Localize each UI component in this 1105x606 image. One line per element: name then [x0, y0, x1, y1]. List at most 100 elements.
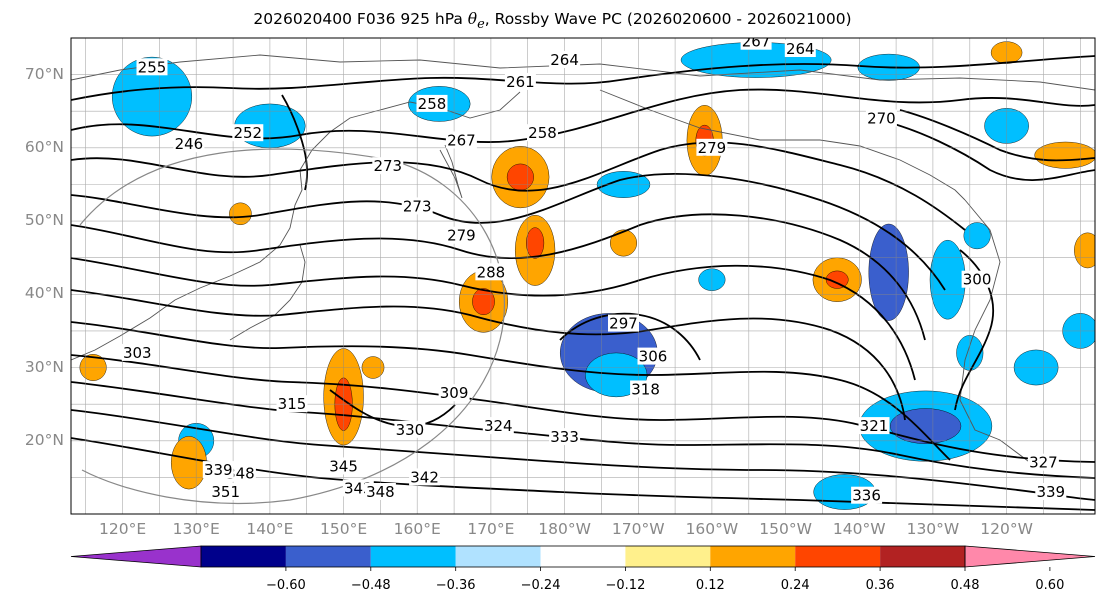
- contour-label-bg-17: [637, 347, 669, 365]
- contour-label-bg-16: [608, 314, 639, 332]
- colorbar-tick-9: 0.60: [1035, 578, 1065, 593]
- contour-label-18: 318: [631, 381, 660, 399]
- colorbar-tick-2: −0.36: [435, 578, 476, 593]
- coastline-japan: [229, 244, 306, 341]
- contour-label-30: 348: [366, 483, 395, 501]
- lon-label-6: 180°W: [538, 520, 591, 538]
- theta-e-contour-9: [71, 409, 1095, 501]
- title-subscript-e: e: [477, 17, 485, 33]
- contour-label-10: 270: [867, 110, 896, 128]
- lon-label-10: 140°W: [832, 520, 886, 538]
- map-frame: [70, 37, 1096, 515]
- contour-label-34: 300: [963, 271, 992, 289]
- theta-e-contour-4: [71, 257, 916, 381]
- contour-label-1: 264: [786, 40, 815, 58]
- contour-label-bg-0: [740, 38, 772, 50]
- contour-label-17: 306: [639, 348, 668, 366]
- contour-label-7: 258: [418, 95, 447, 113]
- colorbar-tick-4: −0.12: [605, 578, 646, 593]
- contour-label-36: 339: [204, 461, 233, 479]
- lon-label-5: 170°E: [467, 520, 515, 538]
- coastline-kamchatka: [439, 144, 463, 199]
- contour-label-bg-32: [1035, 483, 1067, 500]
- contour-label-bg-8: [445, 131, 477, 149]
- theta-e-contour-8: [71, 381, 1095, 479]
- title-suffix: , Rossby Wave PC (2026020600 - 202602100…: [484, 10, 852, 28]
- anomaly-patch-3: [889, 408, 962, 444]
- contour-label-22: 330: [396, 421, 425, 439]
- lon-label-9: 150°W: [759, 520, 812, 538]
- projection-arc-path: [79, 148, 505, 505]
- anomaly-patch-32: [825, 270, 849, 289]
- colorbar-tick-8: 0.48: [950, 578, 980, 593]
- colorbar-segment-1: [201, 546, 286, 567]
- lon-label-0: 120°E: [98, 520, 147, 538]
- theta-e-contour-12: [281, 94, 308, 191]
- contour-label-14: 279: [447, 227, 476, 245]
- contour-label-bg-14: [445, 226, 477, 244]
- contour-label-bg-36: [202, 461, 234, 479]
- anomaly-patch-6: [111, 56, 192, 137]
- contour-label-bg-1: [784, 40, 816, 57]
- contour-label-31: 336: [852, 487, 881, 505]
- anomaly-patch-25: [472, 288, 495, 315]
- lon-label-8: 160°W: [685, 520, 739, 538]
- contour-label-bg-13: [401, 197, 433, 215]
- chart-title: 2026020400 F036 925 hPa θe, Rossby Wave …: [0, 10, 1105, 32]
- projection-boundary-arc: [79, 148, 505, 505]
- colorbar-segment-9: [880, 546, 965, 567]
- lon-label-1: 130°E: [172, 520, 220, 538]
- lat-label-70: 70°N: [24, 64, 64, 83]
- colorbar-outline: [200, 545, 966, 568]
- contour-label-9: 258: [528, 124, 557, 142]
- contour-label-28: 351: [211, 483, 240, 501]
- contour-label-bg-18: [630, 380, 662, 398]
- theta-e-contour-5: [71, 289, 906, 421]
- theta-e-contour-14: [899, 109, 1095, 162]
- anomaly-patches: [79, 41, 1095, 510]
- lon-label-7: 170°W: [611, 520, 665, 538]
- contour-label-bg-7: [416, 94, 448, 112]
- colorbar-segment-6: [625, 546, 711, 567]
- anomaly-patch-39: [1074, 232, 1095, 269]
- contour-label-35: 303: [123, 344, 152, 362]
- theta-e-contour-13: [879, 119, 1095, 181]
- colorbar-segment-8: [795, 546, 881, 567]
- lat-label-40: 40°N: [24, 284, 64, 303]
- contour-label-bg-12: [372, 157, 404, 175]
- colorbar-extend-max: [964, 545, 1096, 568]
- lat-label-60: 60°N: [24, 137, 64, 156]
- colorbar-tick-3: −0.24: [520, 578, 561, 593]
- contour-label-15: 288: [477, 263, 506, 281]
- contour-label-bg-26: [409, 468, 441, 486]
- anomaly-patch-5: [929, 240, 966, 320]
- contour-label-33: 327: [1029, 454, 1058, 472]
- colorbar-tick-6: 0.24: [780, 578, 810, 593]
- contour-label-bg-11: [696, 138, 728, 156]
- contour-label-bg-31: [851, 486, 883, 504]
- contour-label-bg-2: [549, 51, 581, 68]
- contour-label-bg-9: [527, 124, 558, 142]
- contour-label-11: 279: [698, 139, 727, 157]
- lon-label-3: 150°E: [319, 520, 368, 538]
- contour-label-5: 252: [233, 124, 262, 142]
- contour-label-8: 267: [447, 132, 476, 150]
- colorbar-segment-7: [710, 546, 796, 567]
- lon-label-11: 130°W: [906, 520, 960, 538]
- contour-label-bg-19: [438, 384, 470, 402]
- contour-label-26: 342: [410, 468, 439, 486]
- contour-label-bg-20: [276, 395, 308, 413]
- contour-label-32: 339: [1036, 483, 1065, 501]
- contour-label-bg-35: [121, 343, 153, 361]
- contour-label-bg-21: [482, 417, 514, 435]
- title-prefix: 2026020400 F036 925 hPa: [253, 10, 468, 28]
- theta-e-contour-7: [71, 354, 1095, 463]
- contour-label-24: 321: [860, 417, 889, 435]
- anomaly-patch-19: [963, 222, 991, 250]
- colorbar-extend-min: [70, 545, 202, 568]
- contour-label-bg-34: [961, 270, 993, 288]
- contour-label-6: 246: [175, 135, 204, 153]
- contour-label-21: 324: [484, 417, 513, 435]
- contour-label-bg-4: [136, 58, 168, 76]
- contour-label-16: 297: [609, 315, 638, 333]
